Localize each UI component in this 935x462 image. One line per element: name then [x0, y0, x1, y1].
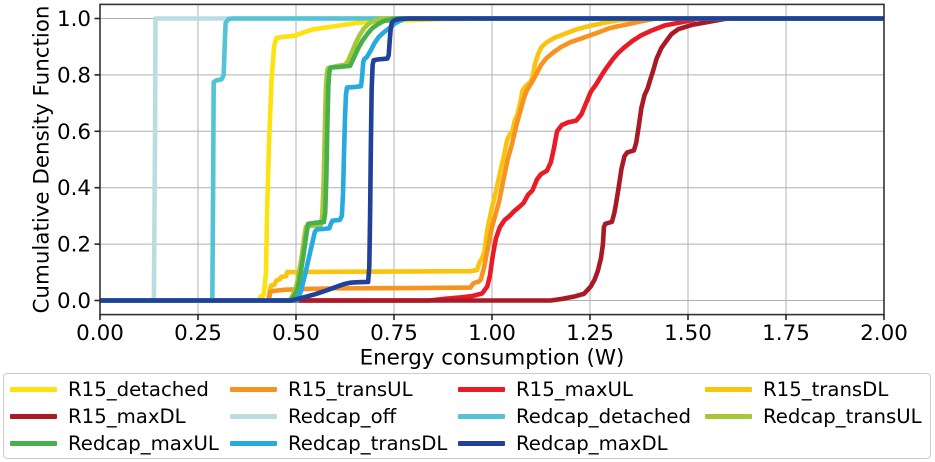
y-tick-label: 0.4	[57, 176, 91, 201]
legend-swatch-R15_maxUL	[458, 387, 505, 392]
legend-label-Redcap_detached: Redcap_detached	[516, 404, 691, 428]
x-tick-label: 0.00	[76, 321, 124, 346]
series-line-R15_maxDL	[100, 16, 884, 303]
legend-swatch-Redcap_transDL	[230, 441, 277, 446]
x-tick-label: 1.25	[566, 321, 614, 346]
legend-item-R15_transDL: R15_transDL	[705, 377, 888, 403]
x-tick-label: 1.00	[468, 321, 516, 346]
legend-item-R15_maxDL: R15_maxDL	[10, 404, 186, 430]
legend-item-Redcap_maxUL: Redcap_maxUL	[10, 431, 219, 457]
legend-item-R15_detached: R15_detached	[10, 377, 209, 403]
legend-item-R15_transUL: R15_transUL	[230, 377, 413, 403]
x-tick-label: 1.50	[664, 321, 712, 346]
series-line-Redcap_maxUL	[100, 16, 884, 303]
legend-item-Redcap_transDL: Redcap_transDL	[230, 431, 447, 457]
y-tick-label: 0.6	[57, 120, 91, 145]
legend-swatch-Redcap_detached	[458, 414, 505, 419]
legend-item-Redcap_transUL: Redcap_transUL	[705, 404, 922, 430]
legend-swatch-R15_transUL	[230, 387, 277, 392]
legend-swatch-Redcap_off	[230, 414, 277, 419]
legend-swatch-R15_transDL	[705, 387, 752, 392]
legend-label-R15_maxUL: R15_maxUL	[516, 377, 633, 401]
legend-swatch-Redcap_maxUL	[10, 441, 57, 446]
x-tick-label: 0.75	[370, 321, 418, 346]
legend-swatch-R15_maxDL	[10, 414, 57, 419]
series-line-R15_transDL	[100, 16, 884, 303]
legend-label-Redcap_transDL: Redcap_transDL	[288, 431, 448, 455]
x-tick-label: 2.00	[860, 321, 908, 346]
series-line-R15_maxUL	[100, 16, 884, 303]
legend-label-Redcap_transUL: Redcap_transUL	[763, 404, 922, 428]
x-tick-label: 0.50	[272, 321, 320, 346]
x-tick-label: 1.75	[762, 321, 810, 346]
series-line-Redcap_maxDL	[100, 16, 884, 303]
legend-label-R15_transDL: R15_transDL	[763, 377, 889, 401]
legend-label-R15_detached: R15_detached	[68, 377, 209, 401]
y-tick-label: 1.0	[57, 7, 91, 32]
legend-item-Redcap_off: Redcap_off	[230, 404, 396, 430]
legend: R15_detached R15_maxDL Redcap_maxUL R15_tra…	[3, 373, 931, 459]
y-tick-label: 0.8	[57, 63, 91, 88]
legend-label-Redcap_maxDL: Redcap_maxDL	[516, 431, 668, 455]
legend-swatch-Redcap_transUL	[705, 414, 752, 419]
legend-label-Redcap_off: Redcap_off	[288, 404, 397, 428]
series-line-Redcap_transDL	[100, 16, 884, 303]
x-tick-label: 0.25	[174, 321, 222, 346]
legend-item-R15_maxUL: R15_maxUL	[458, 377, 633, 403]
legend-swatch-R15_detached	[10, 387, 57, 392]
legend-item-Redcap_maxDL: Redcap_maxDL	[458, 431, 668, 457]
y-axis-title: Cumulative Density Function	[30, 6, 55, 314]
legend-label-Redcap_maxUL: Redcap_maxUL	[68, 431, 219, 455]
x-axis-title: Energy consumption (W)	[360, 345, 625, 370]
y-tick-label: 0.0	[57, 289, 91, 314]
legend-label-R15_transUL: R15_transUL	[288, 377, 413, 401]
series-line-Redcap_detached	[100, 16, 884, 303]
legend-swatch-Redcap_maxDL	[458, 441, 505, 446]
legend-item-Redcap_detached: Redcap_detached	[458, 404, 691, 430]
legend-label-R15_maxDL: R15_maxDL	[68, 404, 186, 428]
y-tick-label: 0.2	[57, 233, 91, 258]
